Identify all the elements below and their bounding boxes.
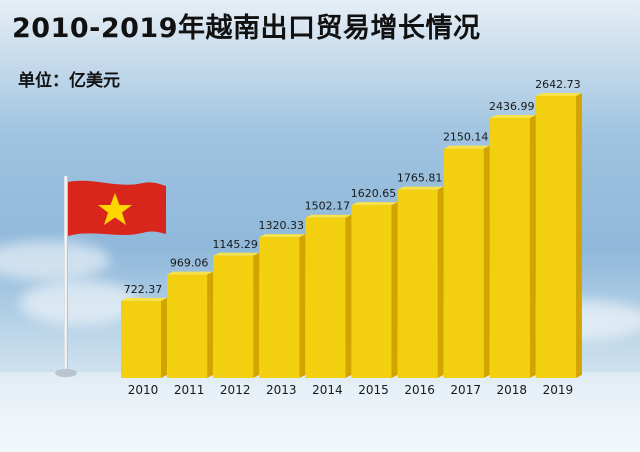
bar-top-2018 (489, 114, 536, 118)
value-label-2015: 1620.65 (351, 187, 397, 200)
bar-side-2017 (483, 145, 490, 378)
value-label-2017: 2150.14 (443, 131, 489, 144)
value-label-2012: 1145.29 (212, 238, 258, 251)
bar-side-2018 (529, 114, 536, 378)
bar-2019 (535, 96, 576, 378)
flag-pole-base (55, 369, 77, 377)
bar-side-2015 (391, 202, 398, 378)
bar-2010 (121, 300, 161, 378)
bar-top-2010 (121, 297, 167, 301)
x-tick-2014: 2014 (312, 383, 343, 397)
cloud (20, 280, 140, 325)
bar-side-2012 (253, 252, 260, 378)
x-tick-2015: 2015 (358, 383, 389, 397)
cloud (0, 240, 110, 280)
value-label-2019: 2642.73 (535, 78, 581, 91)
bar-side-2014 (345, 214, 352, 378)
bar-2013 (259, 237, 300, 378)
bar-top-2011 (167, 271, 214, 275)
x-tick-2013: 2013 (266, 383, 297, 397)
bar-2018 (489, 117, 530, 378)
bar-top-2014 (305, 214, 352, 218)
bar-side-2010 (161, 297, 167, 378)
bar-side-2019 (575, 93, 582, 378)
bar-2011 (167, 274, 208, 378)
bar-top-2017 (443, 145, 490, 149)
x-tick-2010: 2010 (128, 383, 159, 397)
unit-label: 单位：亿美元 (18, 71, 120, 91)
bar-top-2015 (351, 202, 398, 206)
value-label-2014: 1502.17 (305, 200, 351, 213)
x-tick-2011: 2011 (174, 383, 205, 397)
bar-2015 (351, 205, 392, 378)
value-label-2010: 722.37 (124, 283, 163, 296)
bar-2012 (213, 255, 254, 378)
bar-top-2012 (213, 252, 260, 256)
bar-2016 (397, 189, 438, 378)
x-tick-2012: 2012 (220, 383, 251, 397)
bar-top-2019 (535, 93, 582, 96)
bar-2014 (305, 217, 346, 378)
chart-title: 2010-2019年越南出口贸易增长情况 (12, 13, 481, 44)
bar-top-2016 (397, 186, 444, 190)
floor (0, 372, 640, 452)
bar-2017 (443, 148, 484, 378)
x-tick-2016: 2016 (404, 383, 435, 397)
bar-side-2016 (437, 186, 444, 378)
vietnam-flag-icon (68, 180, 166, 236)
flag-pole (64, 176, 68, 372)
value-label-2011: 969.06 (170, 257, 209, 270)
x-tick-2018: 2018 (497, 383, 528, 397)
x-tick-2019: 2019 (543, 383, 574, 397)
value-label-2018: 2436.99 (489, 100, 535, 113)
bar-top-2013 (259, 234, 306, 238)
bar-side-2011 (207, 271, 214, 378)
bar-side-2013 (299, 234, 306, 378)
x-tick-2017: 2017 (450, 383, 481, 397)
value-label-2013: 1320.33 (259, 219, 305, 232)
value-label-2016: 1765.81 (397, 172, 443, 185)
